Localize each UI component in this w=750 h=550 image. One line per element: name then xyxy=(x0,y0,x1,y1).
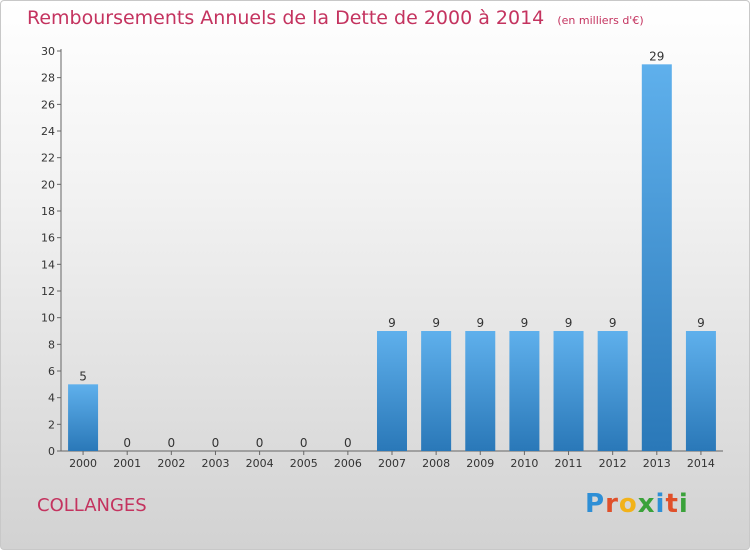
data-label: 0 xyxy=(256,436,264,450)
y-tick-label: 10 xyxy=(41,312,55,325)
y-tick-label: 8 xyxy=(48,338,55,351)
commune-name: COLLANGES xyxy=(37,495,147,516)
bar xyxy=(509,331,540,451)
data-label: 5 xyxy=(79,369,87,383)
x-tick-label: 2003 xyxy=(201,457,229,470)
y-tick-label: 6 xyxy=(48,365,55,378)
y-tick-label: 16 xyxy=(41,232,55,245)
logo-letter: x xyxy=(637,489,656,519)
y-tick-label: 14 xyxy=(41,258,55,271)
data-label: 9 xyxy=(609,316,617,330)
data-label: 9 xyxy=(697,316,705,330)
logo-letter: i xyxy=(655,489,666,519)
data-label: 9 xyxy=(565,316,573,330)
y-tick-label: 28 xyxy=(41,72,55,85)
data-label: 0 xyxy=(212,436,220,450)
data-label: 0 xyxy=(344,436,352,450)
logo-letter: r xyxy=(605,489,619,519)
x-tick-label: 2004 xyxy=(246,457,274,470)
logo-letter: P xyxy=(585,489,606,519)
y-tick-label: 20 xyxy=(41,178,55,191)
y-tick-label: 22 xyxy=(41,152,55,165)
y-tick-label: 4 xyxy=(48,392,55,405)
bar xyxy=(377,331,407,451)
y-tick-label: 24 xyxy=(41,125,55,138)
x-tick-label: 2007 xyxy=(378,457,406,470)
x-tick-label: 2012 xyxy=(599,457,627,470)
data-label: 0 xyxy=(300,436,308,450)
bar xyxy=(597,331,628,451)
bar xyxy=(641,64,672,452)
chart-title-group: Remboursements Annuels de la Dette de 20… xyxy=(27,7,644,29)
data-label: 0 xyxy=(168,436,176,450)
y-tick-label: 26 xyxy=(41,98,55,111)
bar xyxy=(421,331,452,451)
x-tick-label: 2008 xyxy=(422,457,450,470)
data-label: 9 xyxy=(476,316,484,330)
logo-letter: i xyxy=(678,489,689,519)
logo-letter: t xyxy=(665,489,679,519)
x-tick-label: 2000 xyxy=(69,457,97,470)
y-tick-label: 2 xyxy=(48,418,55,431)
data-label: 9 xyxy=(432,316,440,330)
x-tick-label: 2014 xyxy=(687,457,715,470)
bar xyxy=(68,384,99,451)
x-tick-label: 2006 xyxy=(334,457,362,470)
chart-subtitle: (en milliers d'€) xyxy=(557,14,644,27)
x-tick-label: 2010 xyxy=(510,457,538,470)
proxiti-logo: Proxiti xyxy=(585,489,689,519)
y-tick-label: 18 xyxy=(41,205,55,218)
chart-title: Remboursements Annuels de la Dette de 20… xyxy=(27,7,545,29)
data-label: 29 xyxy=(649,49,664,63)
x-tick-label: 2002 xyxy=(157,457,185,470)
data-label: 9 xyxy=(388,316,396,330)
x-tick-label: 2013 xyxy=(643,457,671,470)
x-tick-label: 2009 xyxy=(466,457,494,470)
data-label: 0 xyxy=(123,436,131,450)
bar xyxy=(465,331,496,451)
x-tick-label: 2001 xyxy=(113,457,141,470)
data-label: 9 xyxy=(521,316,529,330)
bar xyxy=(553,331,584,451)
x-tick-label: 2011 xyxy=(555,457,583,470)
logo-letter: o xyxy=(618,489,638,519)
x-tick-label: 2005 xyxy=(290,457,318,470)
y-tick-label: 12 xyxy=(41,285,55,298)
y-tick-label: 30 xyxy=(41,45,55,58)
bar xyxy=(685,331,716,451)
y-tick-label: 0 xyxy=(48,445,55,458)
